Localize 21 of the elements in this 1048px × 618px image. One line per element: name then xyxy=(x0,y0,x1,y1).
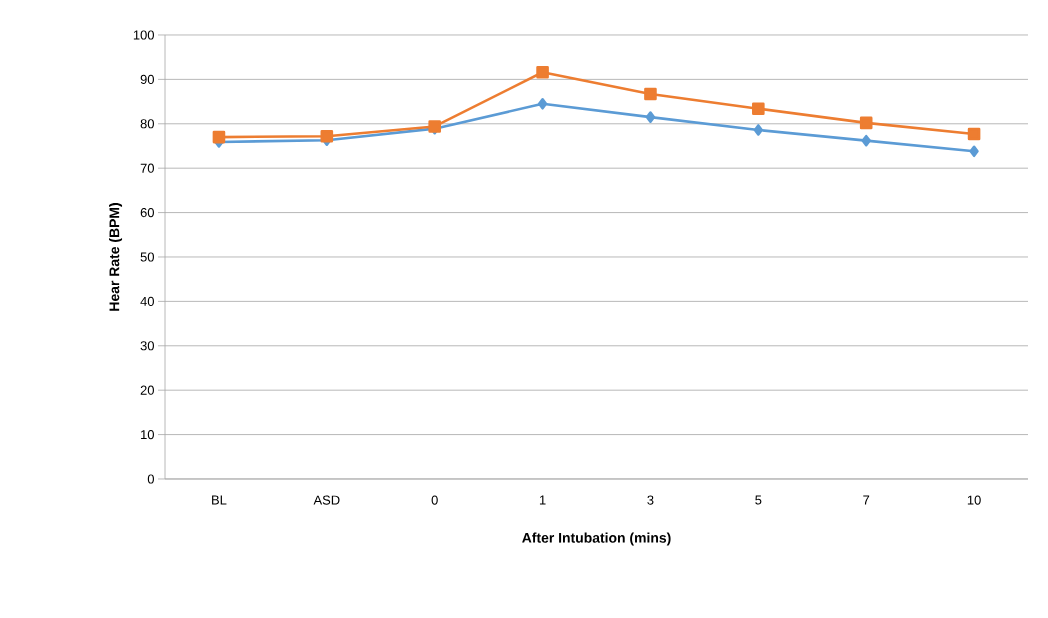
y-tick-label: 10 xyxy=(141,430,154,440)
y-tick-label: 30 xyxy=(140,341,154,351)
y-tick-label: 60 xyxy=(140,208,154,218)
y-tick-label: 90 xyxy=(140,74,154,84)
y-tick-label: 70 xyxy=(140,163,154,173)
x-tick-label: 3 xyxy=(647,495,654,505)
y-tick-label: 20 xyxy=(140,385,154,395)
y-tick-label: 100 xyxy=(133,30,154,40)
x-tick-label: BL xyxy=(212,495,227,505)
x-tick-label: 5 xyxy=(755,495,762,505)
y-tick-label: 40 xyxy=(140,296,154,306)
x-tick-label: 10 xyxy=(967,495,981,505)
x-tick-label: 7 xyxy=(863,495,870,505)
y-axis-title: Hear Rate (BPM) xyxy=(109,203,123,311)
y-tick-label: 0 xyxy=(147,474,154,484)
y-tick-label: 50 xyxy=(140,252,154,262)
x-tick-label: 1 xyxy=(539,495,546,505)
x-tick-label: ASD xyxy=(313,495,340,505)
y-tick-label: 80 xyxy=(140,119,154,129)
x-tick-label: 0 xyxy=(431,495,438,505)
x-axis-title: After Intubation (mins) xyxy=(522,532,671,546)
